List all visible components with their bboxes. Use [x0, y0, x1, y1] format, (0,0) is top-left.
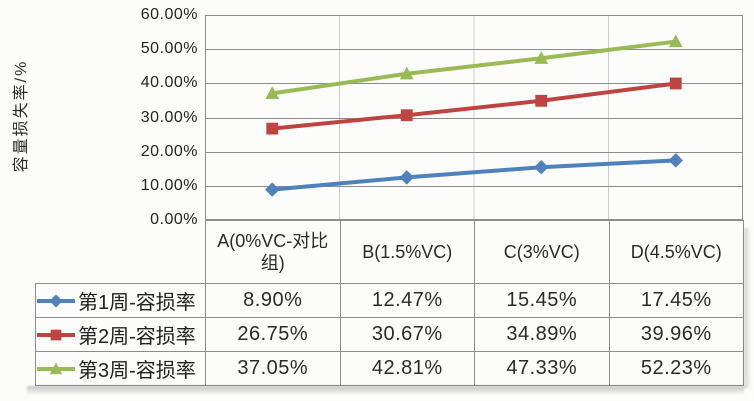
value-cell: 17.45%	[608, 283, 744, 318]
value-cell: 15.45%	[474, 283, 610, 318]
triangle-marker-icon	[534, 51, 549, 64]
y-axis-title: 容量损失率/%	[13, 59, 30, 173]
triangle-marker-icon	[668, 34, 683, 48]
series-line-1	[270, 158, 678, 192]
series-line-3	[270, 39, 678, 96]
y-axis-tick-label: 60.00%	[140, 6, 198, 23]
y-axis-ticks: 60.00% 50.00% 40.00% 30.00% 20.00% 10.00% 0.00…	[96, 0, 200, 240]
value-cell: 30.67%	[339, 317, 475, 352]
scan-shadow-bottom	[27, 386, 744, 395]
y-axis-tick-label: 20.00%	[140, 142, 198, 160]
triangle-marker-icon	[399, 66, 414, 80]
value-cell: 37.05%	[205, 351, 341, 386]
value-cell: 42.81%	[339, 351, 475, 386]
legend-label: 第1周-容损率	[78, 292, 196, 314]
diamond-marker-icon	[49, 294, 63, 307]
table-row: 第1周-容损率 8.90% 12.47% 15.45% 17.45%	[35, 283, 744, 318]
table-row: 第3周-容损率 37.05% 42.81% 47.33% 52.23%	[35, 351, 744, 386]
legend-key-icon	[37, 362, 75, 374]
legend-key-icon	[37, 294, 75, 307]
square-marker-icon	[266, 122, 279, 135]
y-axis-tick-label: 50.00%	[140, 40, 198, 58]
y-axis-tick-label: 30.00%	[140, 108, 198, 126]
table-header-row: A(0%VC-对比组) B(1.5%VC) C(3%VC) D(4.5%VC)	[35, 220, 744, 284]
y-axis-tick-label: 40.00%	[140, 74, 198, 92]
square-marker-icon	[535, 94, 548, 107]
legend-label: 第3周-容损率	[78, 360, 196, 382]
legend-cell: 第2周-容损率	[35, 317, 206, 352]
value-cell: 26.75%	[205, 317, 341, 352]
value-cell: 8.90%	[205, 283, 341, 318]
scan-shadow-right	[744, 228, 751, 388]
diamond-marker-icon	[399, 170, 414, 185]
chart-data-table: A(0%VC-对比组) B(1.5%VC) C(3%VC) D(4.5%VC) 第1周-…	[35, 220, 744, 386]
legend-entry: 第2周-容损率	[37, 320, 205, 349]
value-cell: 52.23%	[608, 351, 744, 386]
plot-border	[205, 15, 743, 220]
value-cell: 39.96%	[608, 317, 744, 352]
diamond-marker-icon	[534, 160, 549, 175]
legend-label: 第2周-容损率	[78, 326, 196, 348]
column-header: C(3%VC)	[474, 220, 610, 284]
square-marker-icon	[400, 109, 413, 122]
legend-entry: 第3周-容损率	[37, 354, 205, 383]
table-row: 第2周-容损率 26.75% 30.67% 34.89% 39.96%	[35, 317, 744, 352]
table-corner-cell	[35, 220, 206, 284]
legend-cell: 第1周-容损率	[35, 283, 206, 318]
value-cell: 47.33%	[474, 351, 610, 386]
plot-area	[205, 15, 743, 220]
y-axis-tick-label: 10.00%	[140, 176, 198, 194]
column-header: D(4.5%VC)	[608, 220, 744, 284]
series-line-2	[270, 81, 678, 131]
value-cell: 34.89%	[474, 317, 610, 352]
column-header: A(0%VC-对比组)	[205, 220, 341, 284]
column-header: B(1.5%VC)	[339, 220, 475, 284]
legend-entry: 第1周-容损率	[37, 286, 205, 315]
legend-key-icon	[37, 329, 75, 340]
square-marker-icon	[50, 329, 62, 340]
triangle-marker-icon	[49, 362, 63, 374]
diamond-marker-icon	[668, 153, 683, 168]
diamond-marker-icon	[265, 182, 280, 197]
value-cell: 12.47%	[339, 283, 475, 318]
triangle-marker-icon	[265, 86, 280, 100]
square-marker-icon	[669, 77, 682, 90]
legend-cell: 第3周-容损率	[35, 351, 206, 386]
